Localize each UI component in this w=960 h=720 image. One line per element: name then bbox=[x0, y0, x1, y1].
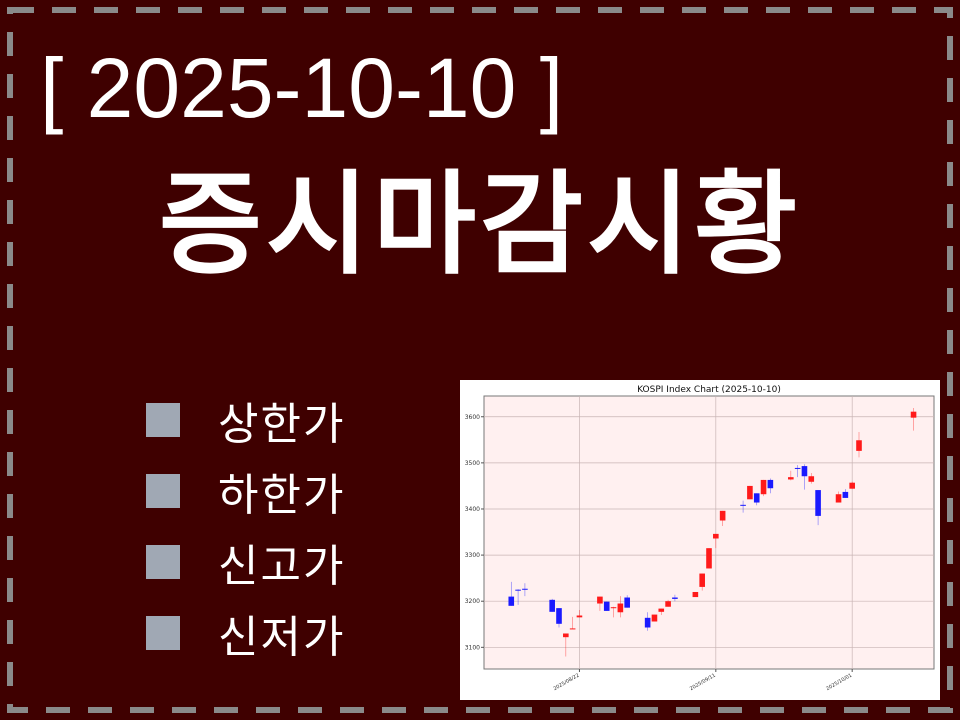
x-tick-label: 2025/08/22 bbox=[552, 673, 580, 693]
square-bullet-icon bbox=[146, 402, 180, 437]
candle-body bbox=[713, 533, 719, 539]
candle-body bbox=[522, 588, 528, 590]
candle-body bbox=[644, 617, 651, 628]
list-item-label: 상한가 bbox=[218, 398, 346, 450]
candle-body bbox=[788, 477, 794, 480]
candle-body bbox=[515, 589, 521, 591]
y-tick-label: 3100 bbox=[465, 644, 480, 651]
candle-body bbox=[610, 607, 617, 609]
candle-body bbox=[597, 596, 603, 604]
page-title: 증시마감시황 bbox=[158, 160, 802, 290]
candle-body bbox=[672, 597, 678, 599]
y-tick-label: 3500 bbox=[465, 460, 480, 467]
candle-body bbox=[910, 411, 917, 418]
square-bullet-icon bbox=[146, 615, 180, 650]
square-bullet-icon bbox=[146, 473, 180, 508]
list-item-new-high[interactable]: 신고가 bbox=[146, 526, 345, 597]
y-tick-label: 3200 bbox=[465, 598, 480, 605]
candle-body bbox=[617, 603, 624, 613]
candle-body bbox=[856, 440, 862, 451]
x-tick-label: 2025/09/11 bbox=[689, 673, 717, 693]
y-tick-label: 3300 bbox=[465, 552, 480, 559]
candle-body bbox=[794, 467, 801, 469]
candle-body bbox=[556, 608, 562, 624]
candle-body bbox=[740, 504, 746, 506]
candle-body bbox=[624, 597, 630, 608]
list-item-new-low[interactable]: 신저가 bbox=[146, 597, 345, 668]
chart-title: KOSPI Index Chart (2025-10-10) bbox=[637, 385, 781, 395]
list-item-label: 신고가 bbox=[218, 540, 346, 592]
candle-body bbox=[569, 628, 576, 630]
candle-body bbox=[760, 479, 767, 495]
candle-body bbox=[719, 510, 726, 521]
list-item-label: 하한가 bbox=[218, 469, 346, 521]
list-item-label: 신저가 bbox=[218, 611, 346, 663]
candle-body bbox=[549, 599, 555, 612]
y-tick-label: 3400 bbox=[465, 506, 480, 513]
candle-body bbox=[815, 490, 821, 516]
candle-body bbox=[849, 482, 855, 489]
candle-body bbox=[603, 601, 610, 611]
candle-body bbox=[563, 633, 569, 638]
candle-body bbox=[665, 601, 671, 607]
candle-body bbox=[692, 591, 699, 598]
square-bullet-icon bbox=[146, 544, 180, 579]
date-heading: [ 2025-10-10 ] bbox=[40, 41, 564, 135]
candle-body bbox=[651, 614, 658, 622]
candle-body bbox=[699, 573, 705, 587]
candle-body bbox=[767, 479, 774, 489]
category-list: 상한가 하한가 신고가 신저가 bbox=[146, 384, 345, 668]
list-item-upper-limit[interactable]: 상한가 bbox=[146, 384, 345, 455]
x-tick-label: 2025/10/01 bbox=[825, 673, 853, 693]
candle-body bbox=[842, 491, 849, 498]
y-tick-label: 3600 bbox=[465, 414, 480, 421]
candle-body bbox=[808, 476, 815, 482]
candle-body bbox=[658, 608, 665, 612]
candle-body bbox=[706, 548, 712, 569]
candle-body bbox=[753, 493, 760, 503]
list-item-lower-limit[interactable]: 하한가 bbox=[146, 455, 345, 526]
candle-body bbox=[576, 615, 583, 618]
kospi-chart: KOSPI Index Chart (2025-10-10) 3100 3200 3… bbox=[460, 380, 940, 700]
plot-area bbox=[483, 395, 935, 670]
candle-body bbox=[801, 466, 808, 477]
candle-body bbox=[835, 494, 842, 503]
candle-body bbox=[747, 485, 753, 500]
candle-body bbox=[508, 596, 515, 606]
